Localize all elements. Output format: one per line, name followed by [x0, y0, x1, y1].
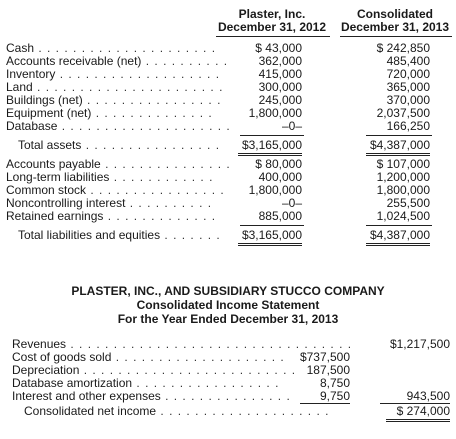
- row-label-inventory: Inventory . . . . . . . . . . . . . . . …: [6, 67, 221, 81]
- row-label-total-assets: Total assets . . . . . . . . . . . . . .…: [18, 138, 221, 152]
- value-accounts-payable-2013: $ 107,000: [376, 157, 430, 171]
- value-accounts-receivable-2012: 362,000: [258, 54, 302, 68]
- value-retained-earnings-2012: 885,000: [258, 209, 302, 223]
- subtotal-rule: [240, 135, 304, 136]
- value-total-expenses: 943,500: [380, 390, 450, 404]
- leader-dots: . . . . . . . . . . . . . .: [91, 106, 213, 120]
- value-database-amortization: 8,750: [319, 376, 350, 390]
- row-label-equipment: Equipment (net) . . . . . . . . . . . . …: [6, 106, 213, 120]
- subtotal-rule: [240, 225, 304, 226]
- leader-dots: . . . . . . . . . . . . . . . . . . . . …: [34, 41, 217, 55]
- row-label-long-term-liabilities: Long-term liabilities . . . . . . . . . …: [6, 170, 214, 184]
- column-header-rule: [340, 36, 452, 37]
- value-total-assets-2012: $3,165,000: [238, 139, 302, 156]
- leader-dots: . . . . . . . . . . . . . . . .: [82, 93, 222, 107]
- column-header-rule: [216, 36, 330, 37]
- value-equipment-2012: 1,800,000: [248, 106, 302, 120]
- value-revenues: $1,217,500: [389, 337, 450, 351]
- value-buildings-2013: 370,000: [386, 93, 430, 107]
- row-label-depreciation: Depreciation . . . . . . . . . . . . . .…: [12, 363, 297, 377]
- value-long-term-liabilities-2013: 1,200,000: [376, 170, 430, 184]
- value-long-term-liabilities-2012: 400,000: [258, 170, 302, 184]
- income-statement-subtitle: Consolidated Income Statement: [136, 298, 320, 312]
- column-header-line1: Plaster, Inc.: [238, 7, 306, 21]
- leader-dots: . . . . . . . . . .: [141, 54, 229, 68]
- leader-dots: . . . . . . . . . . . . . . . .: [86, 183, 225, 197]
- row-label-consolidated-net-income: Consolidated net income . . . . . . . . …: [24, 404, 330, 418]
- row-label-cost-of-goods-sold: Cost of goods sold . . . . . . . . . . .…: [12, 350, 285, 364]
- column-header-consolidated: Consolidated December 31, 2013: [336, 8, 454, 34]
- value-total-liabilities-equities-2012: $3,165,000: [238, 229, 302, 246]
- income-statement-period: For the Year Ended December 31, 2013: [117, 312, 339, 326]
- value-equipment-2013: 2,037,500: [376, 106, 430, 120]
- value-interest-other-expenses: 9,750: [300, 390, 350, 404]
- value-noncontrolling-interest-2013: 255,500: [386, 196, 430, 210]
- row-label-interest-other-expenses: Interest and other expenses . . . . . . …: [12, 389, 291, 403]
- leader-dots: . . . . . . .: [160, 228, 221, 242]
- leader-dots: . . . . . . . . . . . . . . . . . . . .: [111, 350, 285, 364]
- value-land-2012: 300,000: [258, 80, 302, 94]
- leader-dots: . . . . . . . . . . . . . . . . . . . .: [57, 119, 231, 133]
- column-header-line2: December 31, 2013: [340, 20, 450, 34]
- value-noncontrolling-interest-2012: –0–: [281, 196, 302, 210]
- row-label-land: Land . . . . . . . . . . . . . . . . . .…: [6, 80, 224, 94]
- row-label-retained-earnings: Retained earnings . . . . . . . . . . . …: [6, 209, 217, 223]
- row-label-database: Database . . . . . . . . . . . . . . . .…: [6, 119, 231, 133]
- value-accounts-receivable-2013: 485,400: [386, 54, 430, 68]
- value-cost-of-goods-sold: $737,500: [299, 350, 350, 364]
- leader-dots: . . . . . . . . . . . . . . . . .: [132, 376, 280, 390]
- value-buildings-2012: 245,000: [258, 93, 302, 107]
- leader-dots: . . . . . . . . . . . . . . . . . . . . …: [66, 337, 353, 351]
- value-cash-2012: $ 43,000: [255, 41, 302, 55]
- value-inventory-2012: 415,000: [258, 67, 302, 81]
- leader-dots: . . . . . . . . . . . . . . . . . . . . …: [32, 80, 224, 94]
- value-land-2013: 365,000: [386, 80, 430, 94]
- leader-dots: . . . . . . . . . . . . . . . .: [81, 138, 221, 152]
- value-database-2012: –0–: [281, 119, 302, 133]
- value-retained-earnings-2013: 1,024,500: [376, 209, 430, 223]
- value-consolidated-net-income: $ 274,000: [386, 405, 450, 422]
- value-depreciation: 187,500: [306, 363, 350, 377]
- row-label-total-liabilities-equities: Total liabilities and equities . . . . .…: [18, 228, 221, 242]
- leader-dots: . . . . . . . . . . . . . . . . . . .: [55, 67, 221, 81]
- row-label-accounts-payable: Accounts payable . . . . . . . . . . . .…: [6, 157, 231, 171]
- leader-dots: . . . . . . . . . . . . .: [103, 209, 217, 223]
- value-accounts-payable-2012: $ 80,000: [255, 157, 302, 171]
- leader-dots: . . . . . . . . . . . . . . . . . . . .: [156, 404, 330, 418]
- column-header-line1: Consolidated: [356, 7, 433, 21]
- row-label-database-amortization: Database amortization . . . . . . . . . …: [12, 376, 280, 390]
- leader-dots: . . . . . . . . . . . . . . .: [160, 389, 291, 403]
- value-cash-2013: $ 242,850: [376, 41, 430, 55]
- value-total-assets-2013: $4,387,000: [366, 139, 430, 156]
- column-header-plaster: Plaster, Inc. December 31, 2012: [212, 8, 332, 34]
- leader-dots: . . . . . . . . . . . . . . . . . . . . …: [79, 363, 297, 377]
- row-label-revenues: Revenues . . . . . . . . . . . . . . . .…: [12, 337, 353, 351]
- value-inventory-2013: 720,000: [386, 67, 430, 81]
- leader-dots: . . . . . . . . . .: [125, 196, 213, 210]
- row-label-cash: Cash . . . . . . . . . . . . . . . . . .…: [6, 41, 217, 55]
- row-label-buildings: Buildings (net) . . . . . . . . . . . . …: [6, 93, 222, 107]
- row-label-common-stock: Common stock . . . . . . . . . . . . . .…: [6, 183, 225, 197]
- value-database-2013: 166,250: [386, 119, 430, 133]
- value-common-stock-2013: 1,800,000: [376, 183, 430, 197]
- subtotal-rule: [366, 225, 432, 226]
- value-total-liabilities-equities-2013: $4,387,000: [366, 229, 430, 246]
- leader-dots: . . . . . . . . . . . . . . .: [100, 157, 231, 171]
- income-statement-title: PLASTER, INC., AND SUBSIDIARY STUCCO COM…: [71, 284, 385, 298]
- row-label-noncontrolling-interest: Noncontrolling interest . . . . . . . . …: [6, 196, 213, 210]
- value-common-stock-2012: 1,800,000: [248, 183, 302, 197]
- subtotal-rule: [366, 135, 432, 136]
- column-header-line2: December 31, 2012: [217, 20, 327, 34]
- row-label-accounts-receivable: Accounts receivable (net) . . . . . . . …: [6, 54, 229, 68]
- leader-dots: . . . . . . . . . . . .: [109, 170, 214, 184]
